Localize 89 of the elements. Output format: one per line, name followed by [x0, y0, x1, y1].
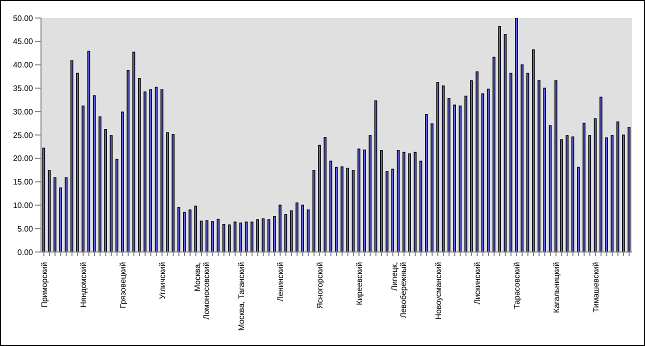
bar — [206, 220, 208, 252]
bar — [357, 148, 360, 252]
x-tick-label: Москва, Ломоносовский — [192, 262, 211, 320]
bar — [600, 96, 602, 252]
y-tick-label: 10.00 — [12, 201, 34, 210]
bar — [250, 222, 254, 252]
bar — [476, 71, 478, 252]
bar — [515, 18, 518, 252]
bar — [166, 132, 169, 252]
bar — [183, 212, 186, 252]
bar — [149, 89, 152, 252]
bar — [273, 216, 276, 252]
bar — [363, 150, 366, 252]
x-tick-label: Новоусманский — [434, 262, 443, 320]
bar — [554, 80, 558, 252]
bar — [425, 114, 428, 252]
bar — [386, 171, 388, 252]
bar — [340, 166, 344, 252]
bar — [138, 78, 141, 252]
bar — [278, 204, 282, 252]
x-tick-label: Липецк, Левобережный — [390, 262, 408, 318]
bar — [256, 219, 259, 252]
bar — [211, 221, 214, 252]
bar — [577, 166, 580, 252]
bar — [104, 128, 108, 252]
bar — [121, 112, 124, 252]
x-tick-label: Угличский — [158, 262, 168, 300]
bar — [346, 168, 350, 252]
bar — [605, 137, 608, 252]
bar — [296, 202, 298, 252]
y-tick-label: 30.00 — [12, 107, 34, 116]
bar — [520, 64, 524, 252]
bar — [453, 104, 456, 252]
x-tick-label: Приморский — [40, 262, 49, 308]
bar — [582, 122, 586, 252]
x-tick-label: Тарасовский — [512, 262, 522, 310]
bar — [318, 144, 321, 252]
bar — [380, 150, 383, 252]
x-tick-label: Лискинский — [473, 262, 482, 305]
bar — [301, 204, 304, 252]
bar — [566, 135, 569, 252]
x-tick-label: Москва, Таганский — [236, 262, 246, 331]
y-tick-label: 15.00 — [12, 178, 34, 187]
bar — [188, 209, 192, 252]
bar — [312, 170, 316, 252]
bar — [470, 80, 473, 252]
bar — [59, 187, 62, 252]
x-tick-label: Ясногорский — [316, 262, 325, 309]
y-tick-label: 45.00 — [12, 37, 34, 46]
bar — [115, 158, 118, 252]
bar — [54, 177, 56, 252]
bar — [538, 80, 540, 252]
x-tick-label: Киреевский — [355, 262, 364, 306]
bar — [492, 56, 496, 252]
bar — [628, 127, 630, 252]
bar — [172, 134, 175, 252]
bar — [82, 106, 84, 252]
bar — [622, 134, 625, 252]
y-tick-label: 5.00 — [17, 224, 34, 234]
bar — [509, 72, 512, 252]
x-tick-label: Кагальницкий — [552, 262, 562, 314]
bar — [234, 222, 236, 252]
y-tick-label: 20.00 — [12, 154, 34, 164]
bar — [543, 88, 546, 252]
bar — [448, 98, 450, 252]
bar — [126, 70, 130, 252]
y-tick-label: 25.00 — [12, 130, 34, 140]
bar — [324, 136, 327, 252]
y-tick-label: 0.00 — [17, 248, 34, 257]
bar — [160, 89, 164, 252]
y-tick-label: 35.00 — [12, 84, 34, 94]
x-tick-label: Ленинский — [276, 262, 286, 302]
bar — [228, 224, 231, 252]
bar — [334, 166, 338, 252]
y-tick-label: 50.00 — [12, 14, 34, 23]
bar — [76, 72, 79, 252]
bar — [498, 26, 502, 252]
x-tick-label: Тимашевский — [591, 262, 600, 312]
bar — [98, 116, 102, 252]
bar — [560, 139, 563, 252]
bar — [532, 49, 535, 252]
x-tick-label: Грязовецкий — [118, 262, 128, 308]
x-tick-label: Няндомский — [79, 262, 88, 308]
bar — [368, 135, 372, 252]
y-tick-label: 40.00 — [12, 60, 34, 70]
bar — [144, 92, 146, 252]
bar — [430, 123, 434, 252]
bar — [402, 152, 406, 252]
bar — [408, 153, 411, 252]
